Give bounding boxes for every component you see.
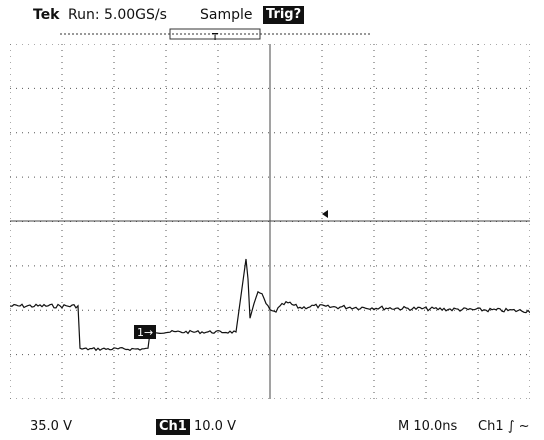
record-window (169, 28, 261, 40)
record-bar: T (60, 28, 370, 43)
status-bar: Tek Run: 5.00GS/s Sample Trig? (0, 0, 544, 30)
volts-per-div-label: 10.0 V (194, 419, 236, 434)
channel-badge[interactable]: Ch1 (156, 419, 190, 435)
brand-label: Tek (33, 7, 60, 23)
left-scale-label: 35.0 V (30, 419, 72, 434)
trigger-point-marker: T (211, 32, 219, 43)
ground-marker: 1→ (137, 326, 153, 339)
waveform-display: 1→ (10, 44, 530, 399)
center-axes (10, 44, 530, 399)
acquisition-mode-label: Sample (200, 7, 253, 23)
trigger-level-arrow (322, 210, 328, 218)
timebase-label: M 10.0ns (398, 419, 458, 434)
ch1-trace (10, 258, 530, 352)
trigger-source-label: Ch1 ∫ ~ (478, 419, 530, 434)
run-state-label: Run: 5.00GS/s (68, 7, 167, 23)
trigger-status-badge: Trig? (263, 6, 305, 24)
ground-marker-box (134, 325, 156, 339)
